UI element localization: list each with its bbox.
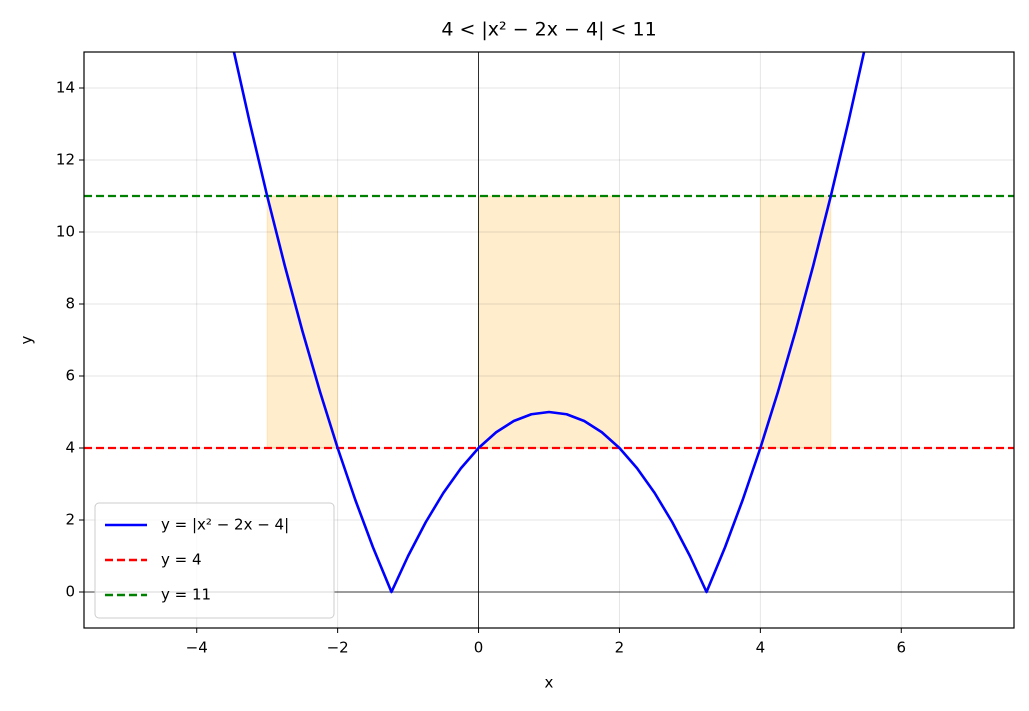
line-series [232,52,866,594]
x-axis-label: x [545,674,554,692]
y-tick-label: 6 [65,367,75,385]
x-tick-label: 4 [756,639,766,657]
x-tick-label: 0 [474,639,484,657]
x-tick-label: −2 [327,639,349,657]
legend-label: y = 11 [161,586,211,604]
legend-label: y = 4 [161,551,202,569]
plot-area [84,52,1014,628]
y-tick-label: 0 [65,583,75,601]
y-tick-label: 8 [65,295,75,313]
shaded-region [478,195,620,449]
y-tick-label: 14 [56,79,75,97]
y-tick-label: 12 [56,151,75,169]
legend-label: y = |x² − 2x − 4| [161,516,289,534]
legend-box [94,502,335,619]
y-tick-label: 10 [56,223,75,241]
axes-frame [83,51,1015,629]
y-tick-label: 4 [65,439,75,457]
chart-title: 4 < |x² − 2x − 4| < 11 [441,19,656,41]
y-tick-label: 2 [65,511,75,529]
x-tick-label: 6 [896,639,906,657]
y-axis-label: y [18,335,36,344]
x-tick-label: 2 [615,639,625,657]
x-tick-label: −4 [186,639,208,657]
